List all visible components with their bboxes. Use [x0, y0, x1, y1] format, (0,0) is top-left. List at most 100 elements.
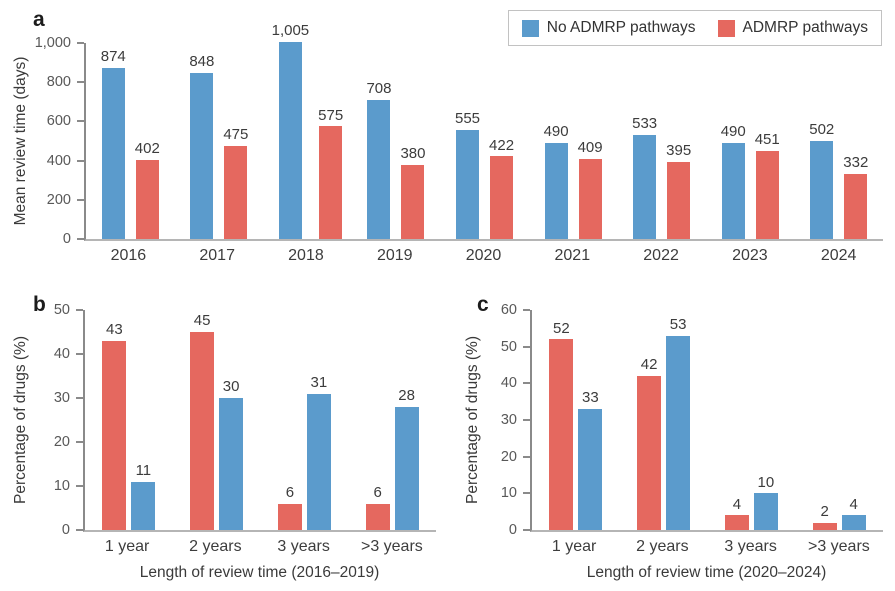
bar-with-label: 848	[189, 54, 214, 239]
bar-with-label: 30	[219, 379, 244, 530]
bar-value-label: 490	[720, 123, 746, 141]
x-tick-label: 2024	[820, 247, 857, 264]
y-tick-mark	[523, 529, 530, 531]
y-axis-title: Mean review time (days)	[10, 43, 32, 239]
bar-value-label: 575	[318, 106, 344, 124]
bar-red	[490, 156, 514, 239]
x-axis-labels: 1 year 2 years 3 years >3 years	[83, 538, 436, 556]
legend: No ADMRP pathways ADMRP pathways	[507, 10, 882, 46]
bar-value-label: 2	[820, 502, 829, 520]
y-tick-mark	[523, 419, 530, 421]
bar-value-label: 395	[666, 141, 692, 159]
bar-group: 6 28	[348, 310, 436, 530]
plot-area: 52 33 42 53 4 10 2 4	[530, 310, 883, 532]
bar-red	[549, 339, 574, 530]
bar-value-label: 31	[310, 373, 328, 391]
bar-with-label: 451	[755, 132, 780, 239]
y-tick-label: 60	[500, 302, 517, 318]
bar-value-label: 4	[849, 495, 858, 513]
bar-value-label: 422	[489, 136, 515, 154]
bar-value-label: 42	[640, 356, 658, 374]
bar-red	[812, 522, 837, 530]
y-tick-label: 40	[53, 346, 70, 362]
bar-with-label: 422	[489, 136, 515, 239]
bar-blue	[753, 493, 778, 530]
bar-red	[135, 160, 159, 239]
bar-group: 43 11	[85, 310, 173, 530]
bar-value-label: 332	[843, 154, 869, 172]
y-tick-mark	[523, 345, 530, 348]
bar-blue	[306, 393, 331, 530]
bar-group: 42 53	[620, 310, 708, 530]
bar-red	[667, 161, 691, 239]
y-axis-title-text: Percentage of drugs (%)	[12, 335, 29, 505]
bar-value-label: 451	[754, 130, 780, 148]
bar-value-label: 533	[632, 114, 658, 132]
y-tick-label: 800	[46, 74, 71, 91]
legend-swatch-red-icon	[717, 19, 735, 37]
bar-with-label: 874	[101, 49, 126, 239]
x-axis-labels: 2016 2017 2018 2019 2020 2021 2022 2023 2024	[84, 247, 883, 265]
bar-with-label: 33	[578, 389, 603, 530]
legend-label-no-admrp: No ADMRP pathways	[546, 19, 696, 36]
bar-value-label: 43	[106, 321, 123, 339]
bar-value-label: 4	[732, 495, 742, 513]
bar-blue	[633, 134, 657, 239]
bar-value-label: 380	[400, 144, 426, 162]
bar-with-label: 502	[809, 122, 834, 239]
bar-with-label: 42	[637, 356, 662, 530]
bar-red	[755, 150, 779, 239]
y-tick-mark	[77, 81, 84, 84]
y-tick-mark	[76, 309, 83, 311]
chart-body: Percentage of drugs (%) 0 10 20 30 40 50 60 52 33…	[462, 302, 883, 538]
bar-with-label: 31	[306, 373, 331, 530]
bar-red	[844, 173, 868, 239]
x-tick-label: 2016	[110, 247, 147, 264]
y-tick-label: 0	[61, 522, 70, 538]
x-tick-label: 3 years	[724, 538, 777, 555]
y-tick-mark	[523, 382, 530, 385]
chart-mean-review-time: Mean review time (days) 0 200 400 600 800 1,00…	[10, 23, 884, 265]
y-tick-mark	[77, 120, 84, 123]
bar-with-label: 490	[721, 124, 746, 239]
y-tick-mark	[76, 441, 83, 443]
x-tick-label: 2020	[465, 247, 502, 264]
x-tick-label: >3 years	[807, 538, 870, 555]
y-tick-label: 600	[46, 113, 71, 130]
bar-value-label: 33	[582, 389, 599, 407]
y-axis-title: Percentage of drugs (%)	[10, 310, 32, 530]
x-axis-title: Length of review time (2020–2024)	[586, 564, 827, 581]
bar-group: 502 332	[795, 43, 884, 239]
x-tick-label: 2018	[288, 247, 324, 264]
y-axis: 0 10 20 30 40 50	[32, 302, 83, 538]
bar-blue	[544, 143, 568, 239]
x-axis-labels: 1 year 2 years 3 years >3 years	[530, 538, 883, 556]
bar-with-label: 28	[394, 388, 419, 530]
bar-group: 490 409	[529, 43, 618, 239]
panel-letter-a: a	[33, 8, 45, 31]
bar-value-label: 45	[193, 312, 211, 330]
bar-with-label: 332	[843, 155, 868, 239]
bar-with-label: 490	[544, 124, 569, 239]
bar-blue	[456, 130, 480, 239]
x-tick-label: 2017	[199, 247, 235, 264]
y-tick-label: 50	[53, 302, 70, 318]
bar-with-label: 52	[549, 319, 574, 530]
legend-item-admrp: ADMRP pathways	[717, 19, 868, 37]
chart-body: Percentage of drugs (%) 0 10 20 30 40 50 43 11 45…	[10, 302, 436, 538]
bar-group: 708 380	[352, 43, 441, 239]
bar-group: 6 31	[261, 310, 349, 530]
bar-value-label: 52	[553, 319, 570, 337]
bar-blue	[721, 143, 745, 239]
x-tick-label: 2023	[732, 247, 768, 264]
bar-with-label: 45	[190, 312, 215, 530]
bar-value-label: 555	[455, 110, 481, 128]
y-tick-mark	[523, 455, 530, 458]
bar-red	[401, 164, 425, 239]
bar-with-label: 402	[135, 141, 160, 239]
y-tick-label: 20	[500, 448, 517, 465]
bar-red	[277, 503, 302, 530]
y-tick-label: 20	[53, 434, 70, 450]
